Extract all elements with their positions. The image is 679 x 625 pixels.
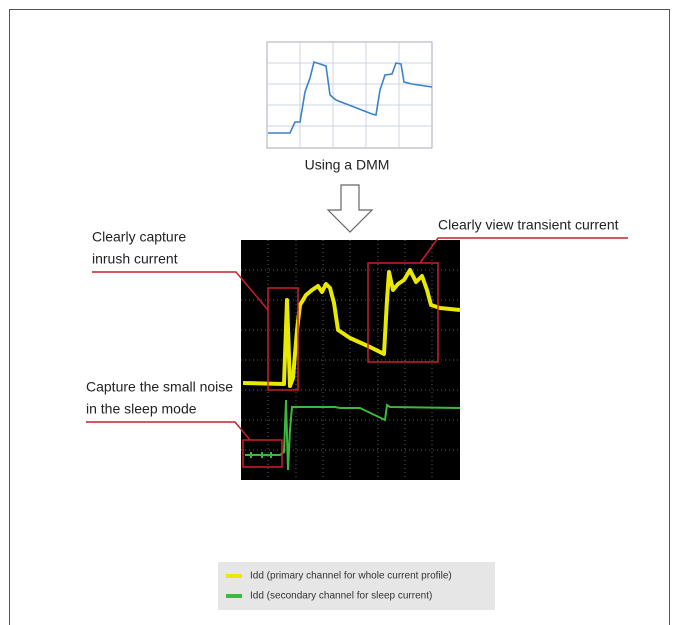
scope [241, 240, 460, 480]
callout-text: Clearly view transient current [438, 217, 619, 233]
dmm-label: Using a DMM [305, 157, 390, 173]
legend-label: Idd (primary channel for whole current p… [250, 571, 452, 582]
legend [218, 562, 495, 610]
page: Using a DMM Clearly capture inrush curre… [0, 0, 679, 625]
callout-text: in the sleep mode [86, 401, 197, 417]
callout-text: Capture the small noise [86, 379, 233, 395]
dmm-chart [267, 42, 432, 148]
callout-text: inrush current [92, 251, 178, 267]
arrow [328, 185, 372, 232]
legend-swatch [226, 594, 242, 598]
callout-text: Clearly capture [92, 229, 186, 245]
legend-label: Idd (secondary channel for sleep current… [250, 591, 432, 602]
legend-swatch [226, 574, 242, 578]
leader [86, 422, 250, 440]
